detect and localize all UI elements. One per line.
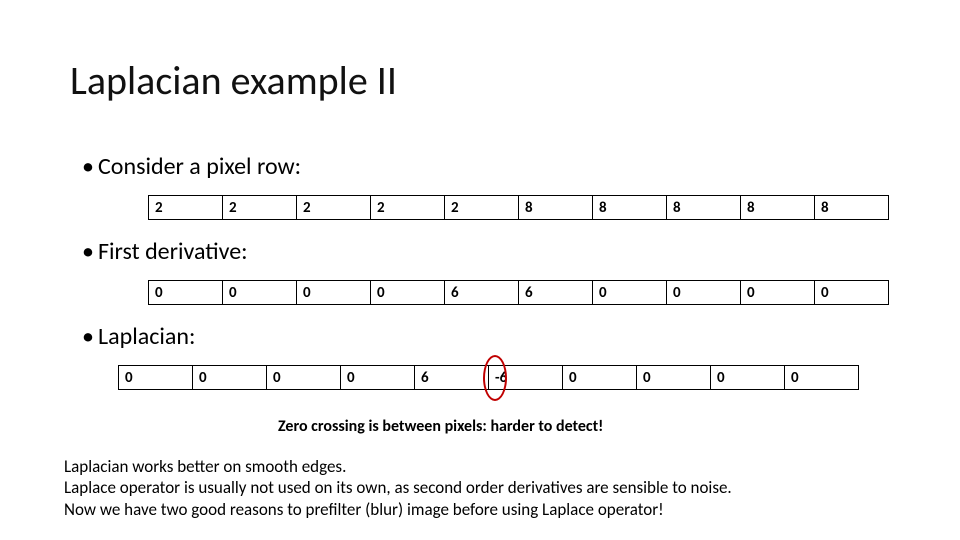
bullet-text: Consider a pixel row: [98,152,301,181]
table-cell: 2 [297,196,371,220]
table-cell: 0 [593,281,667,305]
table-cell: 2 [371,196,445,220]
bullet-text: First derivative: [98,237,248,266]
table-cell: 0 [341,366,415,390]
pixel-row-table: 2222288888 [148,195,889,220]
table-cell: 0 [785,366,859,390]
bullet-first-deriv: •First derivative: [82,237,248,266]
slide-title: Laplacian example II [70,56,397,105]
bullet-pixel-row: •Consider a pixel row: [82,152,301,181]
table-cell: 8 [519,196,593,220]
table-cell: 2 [445,196,519,220]
bullet-text: Laplacian: [98,322,195,351]
table-cell: 0 [193,366,267,390]
table-row: 2222288888 [149,196,889,220]
bullet-dot-icon: • [82,237,98,266]
footnote-line: Now we have two good reasons to prefilte… [64,499,732,520]
table-cell: 0 [267,366,341,390]
bullet-dot-icon: • [82,152,98,181]
footnote-line: Laplacian works better on smooth edges. [64,456,732,477]
table-cell: 0 [223,281,297,305]
table-cell: 0 [815,281,889,305]
table-cell: 8 [815,196,889,220]
bullet-laplacian: •Laplacian: [82,322,195,351]
table-cell: 0 [741,281,815,305]
first-deriv-table: 0000660000 [148,280,889,305]
table-cell: 8 [741,196,815,220]
zero-crossing-caption: Zero crossing is between pixels: harder … [278,417,603,436]
table-cell: 2 [149,196,223,220]
table-row: 0000660000 [149,281,889,305]
table-cell: 8 [667,196,741,220]
table-cell: 0 [637,366,711,390]
table-cell: 2 [223,196,297,220]
footnote-block: Laplacian works better on smooth edges. … [64,456,732,520]
table-cell: 0 [149,281,223,305]
table-cell: 8 [593,196,667,220]
zero-crossing-ellipse-icon [483,355,507,401]
slide: Laplacian example II •Consider a pixel r… [0,0,960,540]
table-cell: 6 [415,366,489,390]
table-cell: 0 [711,366,785,390]
table-cell: 0 [297,281,371,305]
table-cell: 0 [119,366,193,390]
table-cell: 0 [371,281,445,305]
table-cell: 6 [445,281,519,305]
footnote-line: Laplace operator is usually not used on … [64,477,732,498]
table-cell: 0 [667,281,741,305]
bullet-dot-icon: • [82,322,98,351]
table-cell: 6 [519,281,593,305]
table-cell: 0 [563,366,637,390]
